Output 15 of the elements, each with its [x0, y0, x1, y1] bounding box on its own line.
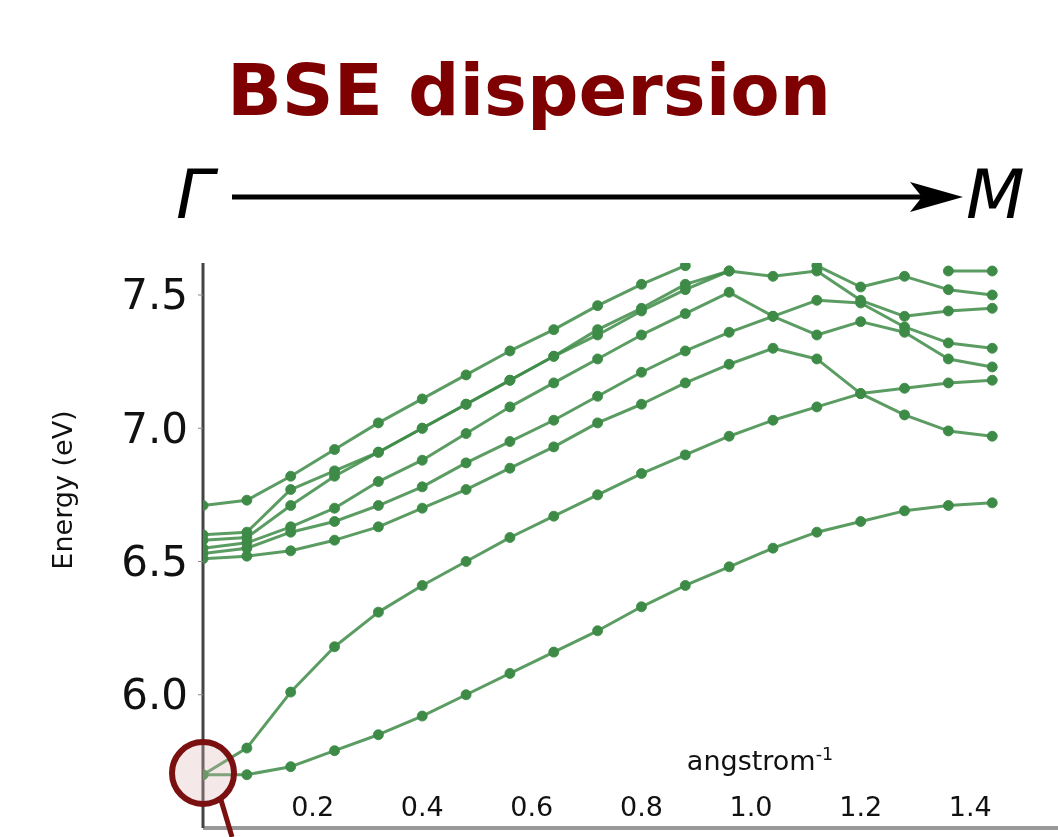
y-tick-label: 6.5 [121, 536, 188, 586]
x-tick-label: 1.4 [948, 791, 992, 822]
text: M [966, 154, 1025, 236]
y-tick-label: 7.5 [121, 270, 188, 320]
x-tick-label: 0.8 [619, 791, 663, 822]
x-axis-title: angstrom$^{-1}$ [686, 744, 834, 776]
y-axis-title: Energy (eV) [46, 410, 78, 570]
x-tick-label: 1.2 [839, 791, 883, 822]
x-tick-label: 1.0 [729, 791, 773, 822]
x-tick-label: 0.6 [510, 791, 554, 822]
x-tick-label: 0.4 [400, 791, 444, 822]
x-tick-label: 0.2 [291, 791, 335, 822]
chart-title: BSE dispersion [226, 48, 832, 132]
y-tick-label: 6.0 [121, 670, 188, 720]
y-tick-label: 7.0 [121, 403, 188, 453]
